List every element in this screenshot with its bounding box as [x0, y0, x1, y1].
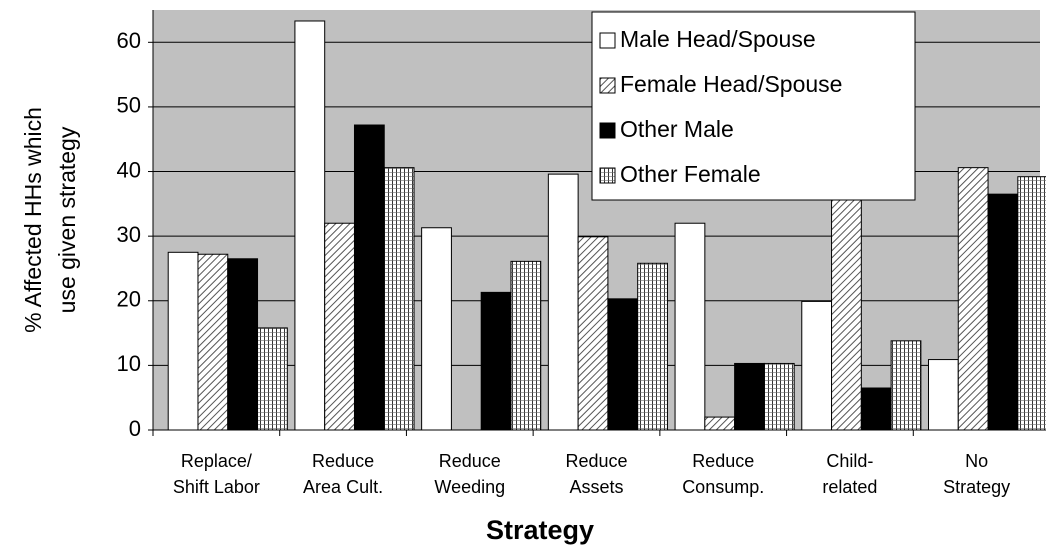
x-tick-label: Assets	[569, 477, 623, 497]
bar	[197, 253, 229, 431]
bar	[637, 262, 668, 431]
bar	[890, 340, 922, 431]
bar	[801, 300, 833, 431]
y-tick-label: 0	[129, 416, 141, 441]
x-tick-label: Reduce	[439, 451, 501, 471]
bar	[674, 222, 706, 431]
bar	[607, 298, 639, 431]
legend: Male Head/Spouse Female Head/Spouse Other …	[591, 11, 916, 201]
y-tick-label: 10	[117, 351, 141, 376]
legend-swatch	[599, 122, 616, 139]
x-tick-label: Replace/	[181, 451, 252, 471]
bar	[324, 222, 355, 431]
bar	[383, 167, 415, 431]
legend-swatch	[599, 167, 616, 184]
bar	[547, 173, 579, 431]
y-tick-label: 30	[117, 222, 141, 247]
y-tick-label: 40	[117, 157, 141, 182]
x-tick-label: Weeding	[434, 477, 505, 497]
legend-label: Other Male	[620, 116, 734, 142]
bar	[294, 20, 326, 431]
x-tick-label: Reduce	[565, 451, 627, 471]
bar	[704, 416, 736, 431]
bar	[480, 291, 512, 431]
bar	[1017, 176, 1046, 431]
bar	[957, 167, 989, 431]
bar	[421, 227, 452, 431]
bar	[577, 236, 609, 431]
x-tick-label: Shift Labor	[173, 477, 260, 497]
x-tick-label: Reduce	[692, 451, 754, 471]
x-tick-label: Strategy	[943, 477, 1010, 497]
bar	[257, 327, 288, 431]
bar	[987, 193, 1019, 431]
legend-label: Male Head/Spouse	[620, 26, 816, 52]
y-axis-title: use given strategy	[54, 126, 80, 313]
bar	[860, 387, 892, 431]
bar	[927, 359, 959, 431]
bar	[353, 124, 385, 431]
x-tick-label: Area Cult.	[303, 477, 383, 497]
x-tick-label: related	[822, 477, 877, 497]
x-tick-label: No	[965, 451, 988, 471]
legend-box	[591, 11, 916, 201]
x-tick-label: Child-	[826, 451, 873, 471]
bar	[831, 183, 862, 431]
bar	[510, 260, 542, 431]
bar	[734, 362, 765, 431]
y-tick-label: 60	[117, 28, 141, 53]
bar	[763, 362, 795, 431]
x-axis-title: Strategy	[486, 515, 594, 545]
legend-swatch	[599, 32, 616, 49]
x-tick-label: Consump.	[682, 477, 764, 497]
y-tick-label: 50	[117, 93, 141, 118]
legend-label: Other Female	[620, 161, 761, 187]
bar	[227, 258, 259, 431]
y-axis-title: % Affected HHs which	[20, 107, 46, 333]
bar	[167, 251, 199, 431]
x-tick-label: Reduce	[312, 451, 374, 471]
legend-swatch	[599, 77, 616, 94]
y-tick-label: 20	[117, 287, 141, 312]
legend-label: Female Head/Spouse	[620, 71, 842, 97]
